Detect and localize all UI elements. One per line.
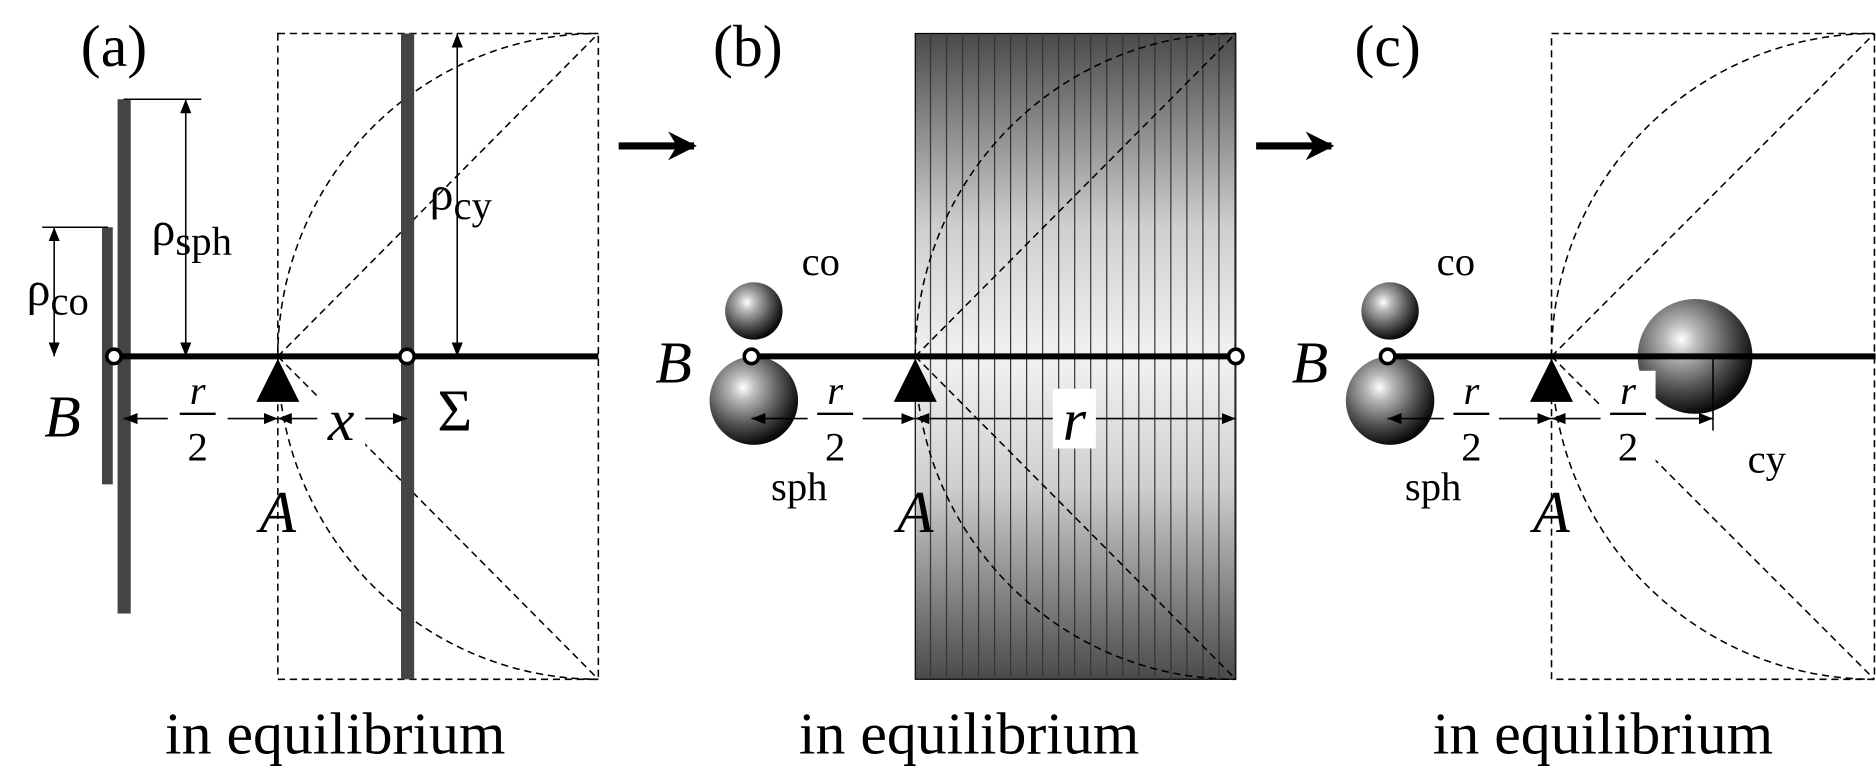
- point-label: A: [893, 479, 934, 545]
- sphere-label: sph: [771, 464, 827, 509]
- sphere-co: [1361, 282, 1418, 339]
- panel-label: (a): [81, 13, 147, 79]
- fraction-denominator: 2: [1618, 424, 1638, 469]
- sphere-co: [725, 282, 782, 339]
- rho-label: ρcy: [430, 167, 493, 228]
- symbol: ρ: [430, 167, 454, 220]
- diagram: (a) ρsph ρco ρcy B r 2 x Σ A in equilibr…: [0, 0, 1876, 769]
- point-label: A: [1529, 479, 1570, 545]
- fraction-numerator: r: [1463, 368, 1479, 413]
- sphere-label: co: [802, 239, 840, 284]
- point-marker: [1229, 349, 1243, 363]
- fraction-denominator: 2: [825, 424, 845, 469]
- rho-label: ρsph: [152, 203, 232, 264]
- point-marker: [1381, 349, 1395, 363]
- subscript: cy: [454, 183, 493, 228]
- subscript: co: [51, 279, 89, 324]
- symbol: ρ: [152, 203, 176, 256]
- fraction-denominator: 2: [188, 424, 208, 469]
- sphere-label: co: [1437, 239, 1475, 284]
- sphere-label: sph: [1405, 464, 1461, 509]
- panel-c: (c) co sph cy B r 2 r 2 A in equilibrium: [1292, 13, 1876, 767]
- panel-label: (b): [713, 13, 783, 79]
- plane-label: Σ: [437, 378, 472, 444]
- distance-label: r: [1063, 387, 1087, 453]
- sphere-sph: [710, 356, 799, 445]
- sphere-label: cy: [1748, 436, 1787, 481]
- fulcrum: [1530, 359, 1573, 402]
- fraction-numerator: r: [190, 368, 206, 413]
- symbol: ρ: [27, 263, 51, 316]
- page: (a) ρsph ρco ρcy B r 2 x Σ A in equilibr…: [0, 0, 1876, 769]
- point-label: A: [256, 479, 297, 545]
- point-label: B: [1292, 330, 1329, 396]
- fraction-numerator: r: [827, 368, 843, 413]
- point-marker: [107, 349, 121, 363]
- sphere-sph: [1346, 356, 1435, 445]
- point-label: B: [44, 384, 81, 450]
- panel-a: (a) ρsph ρco ρcy B r 2 x Σ A in equilibr…: [27, 13, 599, 767]
- caption: in equilibrium: [165, 700, 505, 766]
- point-label: B: [655, 330, 692, 396]
- caption: in equilibrium: [799, 700, 1139, 766]
- point-marker: [400, 349, 414, 363]
- fulcrum: [256, 359, 299, 402]
- fraction-numerator: r: [1620, 368, 1636, 413]
- rho-label: ρco: [27, 263, 89, 324]
- caption: in equilibrium: [1433, 700, 1773, 766]
- panel-b: (b) co sph B r 2 r A in equilibrium: [655, 13, 1243, 767]
- fraction-denominator: 2: [1461, 424, 1481, 469]
- point-marker: [744, 349, 758, 363]
- subscript: sph: [175, 219, 231, 264]
- panel-label: (c): [1354, 13, 1420, 79]
- distance-label: x: [327, 387, 355, 453]
